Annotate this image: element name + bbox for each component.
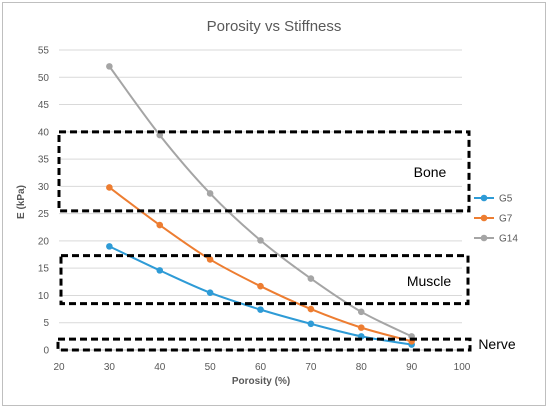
legend-marker-g5: [480, 194, 488, 202]
data-point-g5: [106, 243, 113, 250]
y-tick-label: 20: [38, 236, 50, 247]
x-tick-label: 40: [154, 362, 166, 373]
legend-marker-g7: [480, 214, 488, 222]
data-point-g7: [257, 282, 264, 290]
y-tick-label: 55: [38, 46, 50, 57]
data-point-g14: [156, 131, 164, 139]
zone-label-bone: Bone: [414, 164, 447, 180]
legend: G5 G7 G14: [474, 194, 518, 245]
data-point-g7: [156, 221, 164, 229]
y-tick-label: 25: [38, 209, 50, 220]
zone-box-nerve: [56, 337, 472, 352]
data-point-g7: [106, 184, 113, 191]
y-tick-label: 40: [38, 127, 50, 138]
x-axis-title: Porosity (%): [232, 376, 290, 387]
data-point-g14: [307, 275, 315, 282]
legend-label-g14: G14: [499, 234, 518, 245]
legend-marker-g14: [480, 234, 488, 242]
y-tick-label: 10: [38, 291, 50, 302]
y-tick-label: 45: [38, 100, 50, 111]
y-tick-label: 0: [43, 346, 49, 357]
data-point-g7: [307, 305, 315, 313]
x-tick-label: 90: [406, 362, 418, 373]
axes: 0 5 10 15 20 25 30 35 40 45 50 55 20 30 40 50 60 70 80 90 10…: [38, 46, 471, 374]
x-tick-label: 80: [356, 362, 368, 373]
x-tick-label: 70: [305, 362, 317, 373]
data-point-g5: [156, 267, 164, 274]
data-point-g7: [206, 256, 214, 263]
data-point-g5: [206, 289, 214, 297]
x-tick-label: 30: [104, 362, 116, 373]
legend-label-g7: G7: [499, 214, 513, 225]
zone-label-nerve: Nerve: [478, 336, 516, 352]
data-point-g14: [206, 190, 214, 197]
y-tick-label: 15: [38, 264, 50, 275]
y-tick-label: 5: [43, 318, 49, 329]
data-point-g5: [257, 306, 264, 313]
data-point-g14: [357, 308, 365, 316]
y-tick-label: 30: [38, 182, 50, 193]
y-tick-label: 35: [38, 155, 50, 166]
zone-box-muscle: [59, 254, 470, 306]
data-point-g5: [307, 320, 315, 328]
legend-label-g5: G5: [499, 194, 513, 205]
data-point-g7: [357, 324, 365, 331]
chart-title: Porosity vs Stiffness: [207, 18, 342, 35]
x-tick-label: 100: [454, 362, 471, 373]
x-tick-label: 60: [255, 362, 267, 373]
x-tick-label: 50: [205, 362, 217, 373]
annotation-zones: Bone Muscle Nerve: [56, 130, 516, 352]
zone-label-muscle: Muscle: [407, 273, 452, 289]
data-point-g14: [106, 63, 113, 70]
x-tick-label: 20: [53, 362, 65, 373]
y-tick-label: 50: [38, 73, 50, 84]
series-layer: [106, 63, 415, 348]
y-axis-title: E (kPa): [16, 185, 27, 219]
data-point-g14: [257, 237, 264, 244]
zone-box-bone: [57, 130, 471, 213]
